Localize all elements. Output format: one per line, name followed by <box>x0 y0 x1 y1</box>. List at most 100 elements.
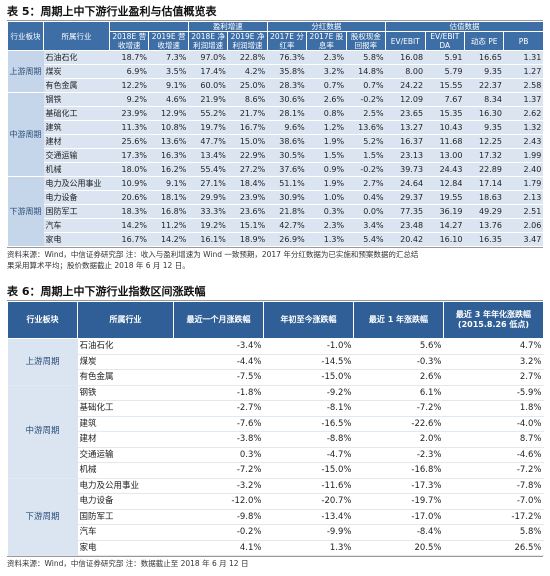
header-cell <box>109 21 189 32</box>
cell: -2.3% <box>353 447 444 463</box>
cell: 42.7% <box>267 218 307 233</box>
cell: 1.5% <box>346 148 386 163</box>
cell: -12.0% <box>173 493 264 510</box>
cell: 20.6% <box>109 190 149 205</box>
cell: 10.9% <box>109 176 149 191</box>
cell: 30.9% <box>267 190 307 205</box>
cell: 7.3% <box>148 50 189 65</box>
cell: 12.09 <box>385 92 426 107</box>
group-cell: 下游周期 <box>7 176 44 247</box>
cell: 0.7% <box>306 78 347 93</box>
cell: 交通运输 <box>77 447 174 463</box>
header-cell: 动态 PE <box>463 31 505 51</box>
cell: -9.2% <box>263 385 354 401</box>
header-cell: 最近一个月涨跌幅 <box>173 301 264 339</box>
cell: 2.43 <box>503 134 544 149</box>
cell: -4.4% <box>173 354 264 370</box>
cell: -2.7% <box>173 400 264 417</box>
cell: 18.63 <box>464 190 504 205</box>
cell: 8.6% <box>227 92 268 107</box>
cell: -17.0% <box>353 509 444 525</box>
table-row: 交通运输 0.3% -4.7% -2.3% -4.6% <box>8 447 544 463</box>
cell: 9.6% <box>267 120 307 135</box>
cell: -7.8% <box>443 478 544 494</box>
cell: 汽车 <box>77 524 174 541</box>
cell: 5.2% <box>346 134 386 149</box>
cell: 7.67 <box>425 92 465 107</box>
cell: 13.6% <box>346 120 386 135</box>
cell: -20.7% <box>263 493 354 510</box>
cell: 22.9% <box>227 148 268 163</box>
cell: 13.4% <box>188 148 228 163</box>
cell: 14.2% <box>109 218 149 233</box>
table5-block: 表 5：周期上中下游行业盈利与估值概览表 行业板块 所属行业 盈利增速 分红数据 估值数… <box>7 4 544 271</box>
cell: 29.37 <box>385 190 426 205</box>
cell: 16.35 <box>464 232 504 247</box>
table-row: 煤炭 6.9% 3.5% 17.4% 4.2% 35.8% 3.2% 14.8% 8.00 5.7… <box>8 64 544 79</box>
cell: -16.5% <box>263 416 354 432</box>
cell: 9.1% <box>148 176 189 191</box>
cell: 11.68 <box>425 134 465 149</box>
cell: 9.35 <box>464 120 504 135</box>
cell: 18.0% <box>109 162 149 177</box>
group-cell: 中游周期 <box>7 385 78 479</box>
cell: -3.8% <box>173 431 264 448</box>
table-row: 建筑 -7.6% -16.5% -22.6% -4.0% <box>8 416 544 432</box>
cell: 10.43 <box>425 120 465 135</box>
table-row: 电力设备 20.6% 18.1% 29.9% 23.9% 30.9% 1.0% 0.4% 29.… <box>8 190 544 205</box>
cell: 家电 <box>77 540 174 556</box>
cell: 1.31 <box>503 50 544 65</box>
cell: 基础化工 <box>43 106 110 121</box>
cell: 27.1% <box>188 176 228 191</box>
cell: 28.1% <box>267 106 307 121</box>
cell: 11.2% <box>148 218 189 233</box>
cell: 25.6% <box>109 134 149 149</box>
cell: -7.2% <box>443 462 544 479</box>
cell: 17.14 <box>464 176 504 191</box>
cell: -7.2% <box>173 462 264 479</box>
group-header: 分红数据 <box>266 21 387 32</box>
group-cell: 上游周期 <box>7 50 44 93</box>
cell: 0.3% <box>306 204 347 219</box>
cell: 1.9% <box>306 134 347 149</box>
cell: 12.2% <box>109 78 149 93</box>
group-cell: 上游周期 <box>7 338 78 386</box>
cell: 47.7% <box>188 134 228 149</box>
cell: 18.4% <box>227 176 268 191</box>
cell: 8.34 <box>464 92 504 107</box>
cell: 1.79 <box>503 176 544 191</box>
table-title: 表 5：周期上中下游行业盈利与估值概览表 <box>7 4 543 21</box>
cell: 2.7% <box>443 369 544 386</box>
cell: 国防军工 <box>43 204 110 219</box>
cell: 23.9% <box>109 106 149 121</box>
cell: 5.8% <box>443 524 544 541</box>
cell: 30.6% <box>267 92 307 107</box>
cell: 26.5% <box>443 540 544 556</box>
cell: 2.0% <box>353 431 444 448</box>
cell: 8.7% <box>443 431 544 448</box>
cell: -15.0% <box>263 462 354 479</box>
cell: 建材 <box>77 431 174 448</box>
cell: 1.99 <box>503 148 544 163</box>
cell: 13.27 <box>385 120 426 135</box>
cell: -7.5% <box>173 369 264 386</box>
cell: 4.1% <box>173 540 264 556</box>
cell: 2.3% <box>306 218 347 233</box>
cell: 2.06 <box>503 218 544 233</box>
cell: 9.1% <box>148 78 189 93</box>
table-row: 国防军工 18.3% 16.8% 33.3% 23.6% 21.8% 0.3% 0.0% 77.… <box>8 204 544 219</box>
cell: 16.7% <box>109 232 149 247</box>
table-row: 建筑 11.3% 10.8% 19.7% 16.7% 9.6% 1.2% 13.6% 13.27… <box>8 120 544 135</box>
table-row: 下游周期 电力及公用事业 -3.2% -11.6% -17.3% -7.8% <box>7 478 544 556</box>
table-row: 家电 4.1% 1.3% 20.5% 26.5% <box>8 540 544 556</box>
table-row: 建材 25.6% 13.6% 47.7% 15.0% 38.6% 1.9% 5.2% 16.37… <box>8 134 544 149</box>
cell: 24.43 <box>425 162 465 177</box>
cell: 49.29 <box>464 204 504 219</box>
header-row: 行业板块 所属行业 盈利增速 分红数据 估值数据 <box>7 21 544 51</box>
header-cell: 行业板块 <box>7 21 44 51</box>
cell: 煤炭 <box>77 354 174 370</box>
cell: 15.1% <box>227 218 268 233</box>
cell: 30.5% <box>267 148 307 163</box>
cell: 2.6% <box>353 369 444 386</box>
